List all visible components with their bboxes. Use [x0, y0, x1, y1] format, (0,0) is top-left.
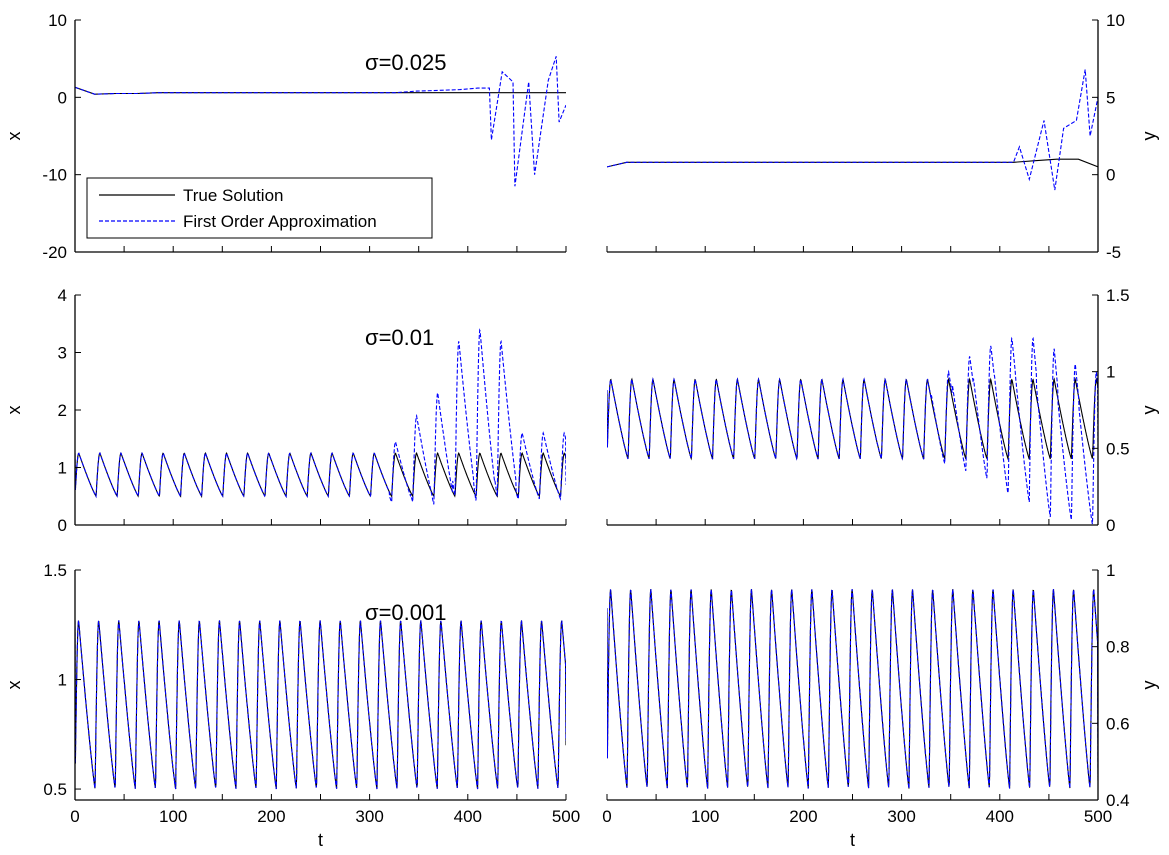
y-tick-label: 1 [1106, 561, 1115, 580]
series-line-first-order-approximation [607, 336, 1098, 525]
legend-label: True Solution [183, 186, 283, 205]
series-line-true-solution [607, 377, 1098, 461]
y-tick-label: 5 [1106, 88, 1115, 107]
y-tick-label: 10 [48, 11, 67, 30]
x-tick-label: 300 [887, 807, 915, 826]
x-axis-label: t [318, 830, 323, 850]
series-line-first-order-approximation [75, 620, 566, 790]
x-tick-label: 300 [355, 807, 383, 826]
y-tick-label: 0 [1106, 516, 1115, 535]
series-line-first-order-approximation [75, 328, 566, 505]
series-line-first-order-approximation [607, 589, 1098, 789]
x-tick-label: 400 [986, 807, 1014, 826]
legend-label: First Order Approximation [183, 212, 377, 231]
y-tick-label: 1 [1106, 363, 1115, 382]
y-axis-label: y [1139, 132, 1159, 141]
panel-2: -5 0 5 10 y [606, 11, 1159, 262]
y-tick-label: 3 [58, 344, 67, 363]
y-tick-label: 10 [1106, 11, 1125, 30]
x-tick-label: 200 [789, 807, 817, 826]
y-tick-label: 4 [58, 286, 67, 305]
y-tick-label: 0.6 [1106, 714, 1130, 733]
series-line-first-order-approximation [607, 69, 1098, 191]
y-tick-label: -5 [1106, 243, 1121, 262]
x-tick-label: 0 [602, 807, 611, 826]
y-tick-label: 0.5 [43, 780, 67, 799]
x-tick-label: 0 [70, 807, 79, 826]
y-tick-label: -20 [42, 243, 67, 262]
y-axis-label: y [1139, 406, 1159, 415]
series-line-true-solution [607, 589, 1098, 789]
x-tick-label: 100 [159, 807, 187, 826]
y-axis-label: x [4, 132, 24, 141]
y-tick-label: 1 [58, 459, 67, 478]
x-tick-label: 100 [691, 807, 719, 826]
panel-6: 0.4 0.6 0.8 1 0 100 200 300 400 500 y t [602, 561, 1159, 850]
series-line-first-order-approximation [75, 56, 566, 187]
sigma-annotation: σ=0.025 [365, 50, 446, 75]
y-tick-label: 1.5 [43, 561, 67, 580]
y-tick-label: 0 [58, 516, 67, 535]
y-tick-label: 0 [58, 88, 67, 107]
sigma-annotation: σ=0.01 [365, 325, 434, 350]
y-tick-label: 0 [1106, 166, 1115, 185]
panel-3: 0 1 2 3 4 x σ=0.01 [4, 286, 567, 535]
y-tick-label: 1.5 [1106, 286, 1130, 305]
y-tick-label: 0.4 [1106, 791, 1130, 810]
y-axis-label: x [4, 406, 24, 415]
x-axis-label: t [850, 830, 855, 850]
x-tick-label: 500 [1084, 807, 1112, 826]
panel-1: -20 -10 0 10 x σ=0.025 True Solution First Orde… [4, 11, 567, 262]
legend: True Solution First Order Approximation [86, 177, 433, 239]
legend-box [86, 177, 433, 239]
y-tick-label: 0.5 [1106, 439, 1130, 458]
x-tick-label: 200 [257, 807, 285, 826]
y-axis-label: x [4, 681, 24, 690]
x-tick-label: 400 [454, 807, 482, 826]
panel-5: 0.5 1 1.5 0 100 200 300 400 500 x t σ=0.001 [4, 561, 580, 850]
series-line-true-solution [75, 620, 566, 790]
x-tick-label: 500 [552, 807, 580, 826]
sigma-annotation: σ=0.001 [365, 600, 446, 625]
panel-4: 0 0.5 1 1.5 y [606, 286, 1159, 535]
y-tick-label: 0.8 [1106, 638, 1130, 657]
y-tick-label: 2 [58, 401, 67, 420]
y-tick-label: -10 [42, 166, 67, 185]
y-tick-label: 1 [58, 671, 67, 690]
y-axis-label: y [1139, 681, 1159, 690]
